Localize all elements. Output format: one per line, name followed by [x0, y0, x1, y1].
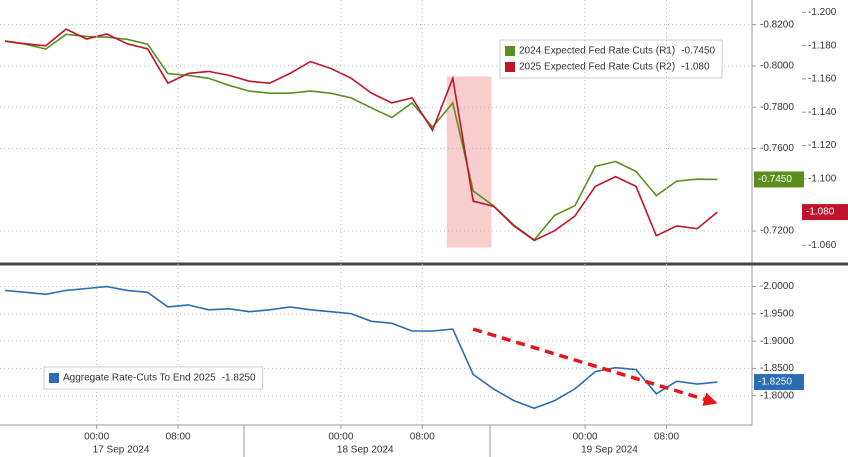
legend-value: -1.080	[681, 62, 710, 73]
legend-label: Aggregate Rate-Cuts To End 2025	[63, 373, 216, 384]
last-value-tag	[754, 171, 804, 188]
x-tick-label: 08:00	[654, 432, 679, 443]
y-tick-label: -1.9000	[760, 336, 794, 347]
y-tick-label: -1.8500	[760, 363, 794, 374]
y2-tick-label: -1.200	[808, 7, 837, 18]
x-tick-label: 00:00	[328, 432, 353, 443]
trend-arrow	[472, 327, 718, 406]
legend-box	[43, 366, 264, 390]
y-tick-label: -1.9500	[760, 308, 794, 319]
x-tick-label: 00:00	[573, 432, 598, 443]
y2-tick-label: -1.120	[808, 140, 837, 151]
y2-tick-label: -1.100	[808, 173, 837, 184]
x-tick-label: 08:00	[166, 432, 191, 443]
legend-label: 2025 Expected Fed Rate Cuts (R2)	[519, 62, 675, 73]
x-tick-label: 08:00	[410, 432, 435, 443]
day-label: 17 Sep 2024	[93, 445, 150, 456]
y-tick-label: -1.8000	[760, 390, 794, 401]
y-tick-label: -0.8000	[760, 61, 794, 72]
series-line	[5, 285, 718, 410]
legend-value: -1.8250	[222, 373, 256, 384]
highlight-band	[446, 76, 492, 248]
y-tick-label: -0.7800	[760, 102, 794, 113]
x-tick-label: 00:00	[84, 432, 109, 443]
day-label: 19 Sep 2024	[581, 445, 638, 456]
legend-box	[499, 39, 723, 79]
legend-label: 2024 Expected Fed Rate Cuts (R1)	[519, 46, 675, 57]
last-value-label: -1.080	[806, 207, 835, 218]
y-tick-label: -0.7200	[760, 226, 794, 237]
y-tick-label: -2.0000	[760, 281, 794, 292]
last-value-label: -0.7450	[758, 174, 792, 185]
last-value-tag	[754, 374, 804, 391]
last-value-label: -1.8250	[758, 377, 792, 388]
y2-tick-label: -1.160	[808, 74, 837, 85]
day-label: 18 Sep 2024	[337, 445, 394, 456]
y2-tick-label: -1.060	[808, 240, 837, 251]
series-line	[4, 33, 718, 241]
series-line	[4, 28, 718, 242]
last-value-tag	[802, 204, 848, 221]
legend-swatch	[49, 373, 59, 383]
legend-swatch	[505, 46, 515, 56]
y2-tick-label: -1.140	[808, 107, 837, 118]
y-tick-label: -0.7600	[760, 143, 794, 154]
legend-value: -0.7450	[681, 46, 715, 57]
legend-swatch	[505, 62, 515, 72]
y2-tick-label: -1.180	[808, 40, 837, 51]
y-tick-label: -0.8200	[760, 19, 794, 30]
